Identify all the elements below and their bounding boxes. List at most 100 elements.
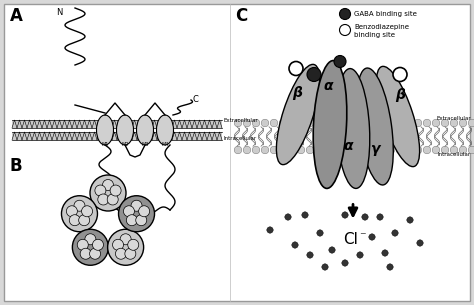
Circle shape (69, 215, 80, 226)
Text: C: C (235, 7, 247, 25)
Text: α: α (343, 139, 353, 153)
Circle shape (85, 234, 96, 245)
Circle shape (252, 119, 260, 127)
Text: Intracellular: Intracellular (438, 152, 471, 156)
Circle shape (317, 230, 323, 236)
Bar (12, 132, 222, 140)
Circle shape (407, 217, 413, 223)
Circle shape (288, 119, 296, 127)
Circle shape (292, 242, 298, 248)
Circle shape (468, 146, 474, 154)
Circle shape (324, 146, 332, 154)
Text: Extracellular: Extracellular (224, 119, 259, 124)
Circle shape (369, 146, 377, 154)
Text: β: β (292, 87, 302, 101)
Circle shape (357, 252, 363, 258)
Circle shape (334, 56, 346, 67)
Ellipse shape (97, 115, 113, 145)
Circle shape (369, 234, 375, 240)
Text: Cl: Cl (344, 232, 358, 247)
Circle shape (128, 239, 139, 250)
Circle shape (459, 119, 467, 127)
Circle shape (297, 146, 305, 154)
Text: Extracellular: Extracellular (437, 117, 471, 121)
Text: M1: M1 (101, 142, 109, 147)
Circle shape (306, 119, 314, 127)
Circle shape (414, 119, 422, 127)
Circle shape (450, 146, 458, 154)
Circle shape (333, 146, 341, 154)
Text: α: α (323, 80, 333, 94)
Circle shape (307, 67, 321, 81)
Ellipse shape (313, 61, 347, 188)
Circle shape (423, 119, 431, 127)
Circle shape (369, 119, 377, 127)
Circle shape (270, 119, 278, 127)
Circle shape (459, 146, 467, 154)
Circle shape (95, 185, 106, 196)
Circle shape (243, 146, 251, 154)
Circle shape (468, 119, 474, 127)
Circle shape (392, 230, 398, 236)
Circle shape (77, 239, 88, 250)
Circle shape (378, 146, 386, 154)
Text: γ: γ (370, 142, 380, 156)
Circle shape (342, 119, 350, 127)
Circle shape (118, 196, 155, 232)
Circle shape (66, 206, 77, 217)
Circle shape (261, 119, 269, 127)
Circle shape (234, 119, 242, 127)
Circle shape (342, 212, 348, 218)
Circle shape (362, 214, 368, 220)
Circle shape (315, 119, 323, 127)
Ellipse shape (156, 115, 173, 145)
Circle shape (414, 146, 422, 154)
Text: M3: M3 (141, 142, 149, 147)
Circle shape (289, 62, 303, 76)
Circle shape (82, 206, 92, 217)
Circle shape (92, 239, 103, 250)
Ellipse shape (276, 64, 319, 165)
Circle shape (351, 146, 359, 154)
Circle shape (405, 146, 413, 154)
Ellipse shape (117, 115, 134, 145)
Circle shape (62, 196, 98, 232)
Circle shape (297, 119, 305, 127)
Text: binding site: binding site (354, 32, 395, 38)
Circle shape (396, 119, 404, 127)
Circle shape (360, 119, 368, 127)
Circle shape (270, 146, 278, 154)
Text: Intracellular: Intracellular (224, 135, 257, 141)
Circle shape (90, 248, 100, 259)
Circle shape (279, 119, 287, 127)
Circle shape (377, 214, 383, 220)
Circle shape (285, 214, 291, 220)
Circle shape (110, 185, 121, 196)
Text: ⁻: ⁻ (359, 230, 365, 243)
Circle shape (396, 146, 404, 154)
Circle shape (423, 146, 431, 154)
Ellipse shape (137, 115, 154, 145)
Circle shape (322, 264, 328, 270)
Circle shape (74, 200, 85, 211)
Circle shape (387, 264, 393, 270)
Text: β: β (395, 88, 405, 102)
Circle shape (261, 146, 269, 154)
Text: A: A (10, 7, 23, 25)
Circle shape (339, 24, 350, 35)
Ellipse shape (336, 69, 370, 188)
Circle shape (441, 119, 449, 127)
Circle shape (307, 252, 313, 258)
Circle shape (360, 146, 368, 154)
Circle shape (98, 194, 109, 205)
Circle shape (351, 119, 359, 127)
Text: M2: M2 (121, 142, 128, 147)
Circle shape (324, 119, 332, 127)
Circle shape (131, 200, 142, 211)
Circle shape (267, 227, 273, 233)
Text: M4: M4 (161, 142, 169, 147)
Circle shape (417, 240, 423, 246)
Circle shape (279, 146, 287, 154)
Ellipse shape (376, 66, 419, 167)
Circle shape (329, 247, 335, 253)
